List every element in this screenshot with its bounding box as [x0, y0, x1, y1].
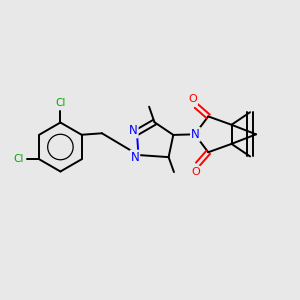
Text: N: N	[129, 124, 138, 137]
Text: O: O	[188, 94, 197, 104]
Text: Cl: Cl	[13, 154, 23, 164]
Text: N: N	[130, 151, 139, 164]
Text: N: N	[191, 128, 200, 141]
Text: Cl: Cl	[55, 98, 66, 108]
Text: O: O	[191, 167, 200, 177]
